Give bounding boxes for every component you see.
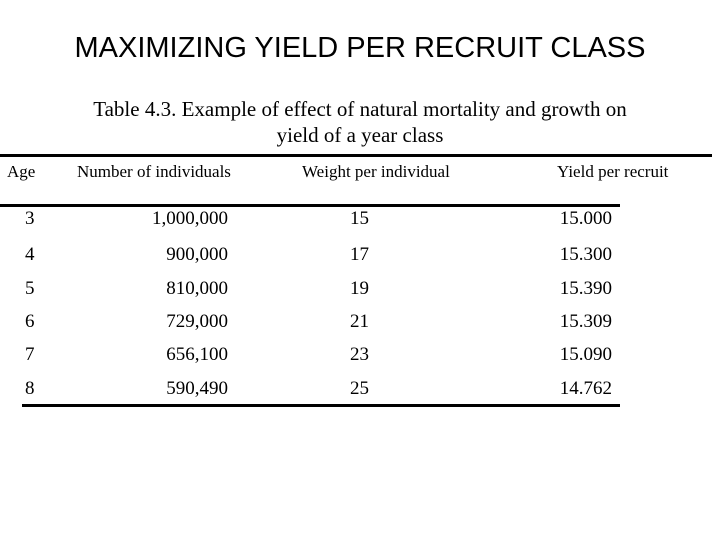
cell-age: 3 [25,208,35,229]
cell-weight: 21 [350,311,369,332]
table-row: 3 1,000,000 15 15.000 [0,208,720,236]
cell-weight: 25 [350,378,369,399]
cell-yield: 15.309 [559,311,612,332]
cell-age: 5 [25,278,35,299]
cell-weight: 15 [350,208,369,229]
cell-age: 8 [25,378,35,399]
cell-number: 1,000,000 [152,208,228,229]
table-caption-line-1: Table 4.3. Example of effect of natural … [93,97,627,121]
table-caption-line-2: yield of a year class [276,123,444,147]
cell-number: 656,100 [166,344,228,365]
table-bottom-rule [22,404,620,407]
cell-number: 810,000 [166,278,228,299]
cell-yield: 14.762 [559,378,612,399]
table-top-rule [0,154,712,157]
table-row: 6 729,000 21 15.309 [0,311,720,339]
header-age: Age [7,162,36,181]
table-row: 4 900,000 17 15.300 [0,244,720,272]
cell-weight: 23 [350,344,369,365]
cell-weight: 17 [350,244,369,265]
slide-title: MAXIMIZING YIELD PER RECRUIT CLASS [74,32,646,64]
table-row: 8 590,490 25 14.762 [0,378,720,406]
table-header-rule [0,204,620,207]
cell-age: 7 [25,344,35,365]
cell-age: 6 [25,311,35,332]
table-row: 7 656,100 23 15.090 [0,344,720,372]
cell-weight: 19 [350,278,369,299]
header-yield-per-recruit: Yield per recruit [557,162,669,181]
header-number-of-individuals: Number of individuals [77,162,231,181]
cell-number: 900,000 [166,244,228,265]
cell-yield: 15.090 [559,344,612,365]
cell-yield: 15.300 [559,244,612,265]
cell-number: 729,000 [166,311,228,332]
cell-age: 4 [25,244,35,265]
table-row: 5 810,000 19 15.390 [0,278,720,306]
cell-yield: 15.000 [559,208,612,229]
cell-number: 590,490 [166,378,228,399]
header-weight-per-individual: Weight per individual [302,162,450,181]
cell-yield: 15.390 [559,278,612,299]
table-caption: Table 4.3. Example of effect of natural … [20,96,700,148]
